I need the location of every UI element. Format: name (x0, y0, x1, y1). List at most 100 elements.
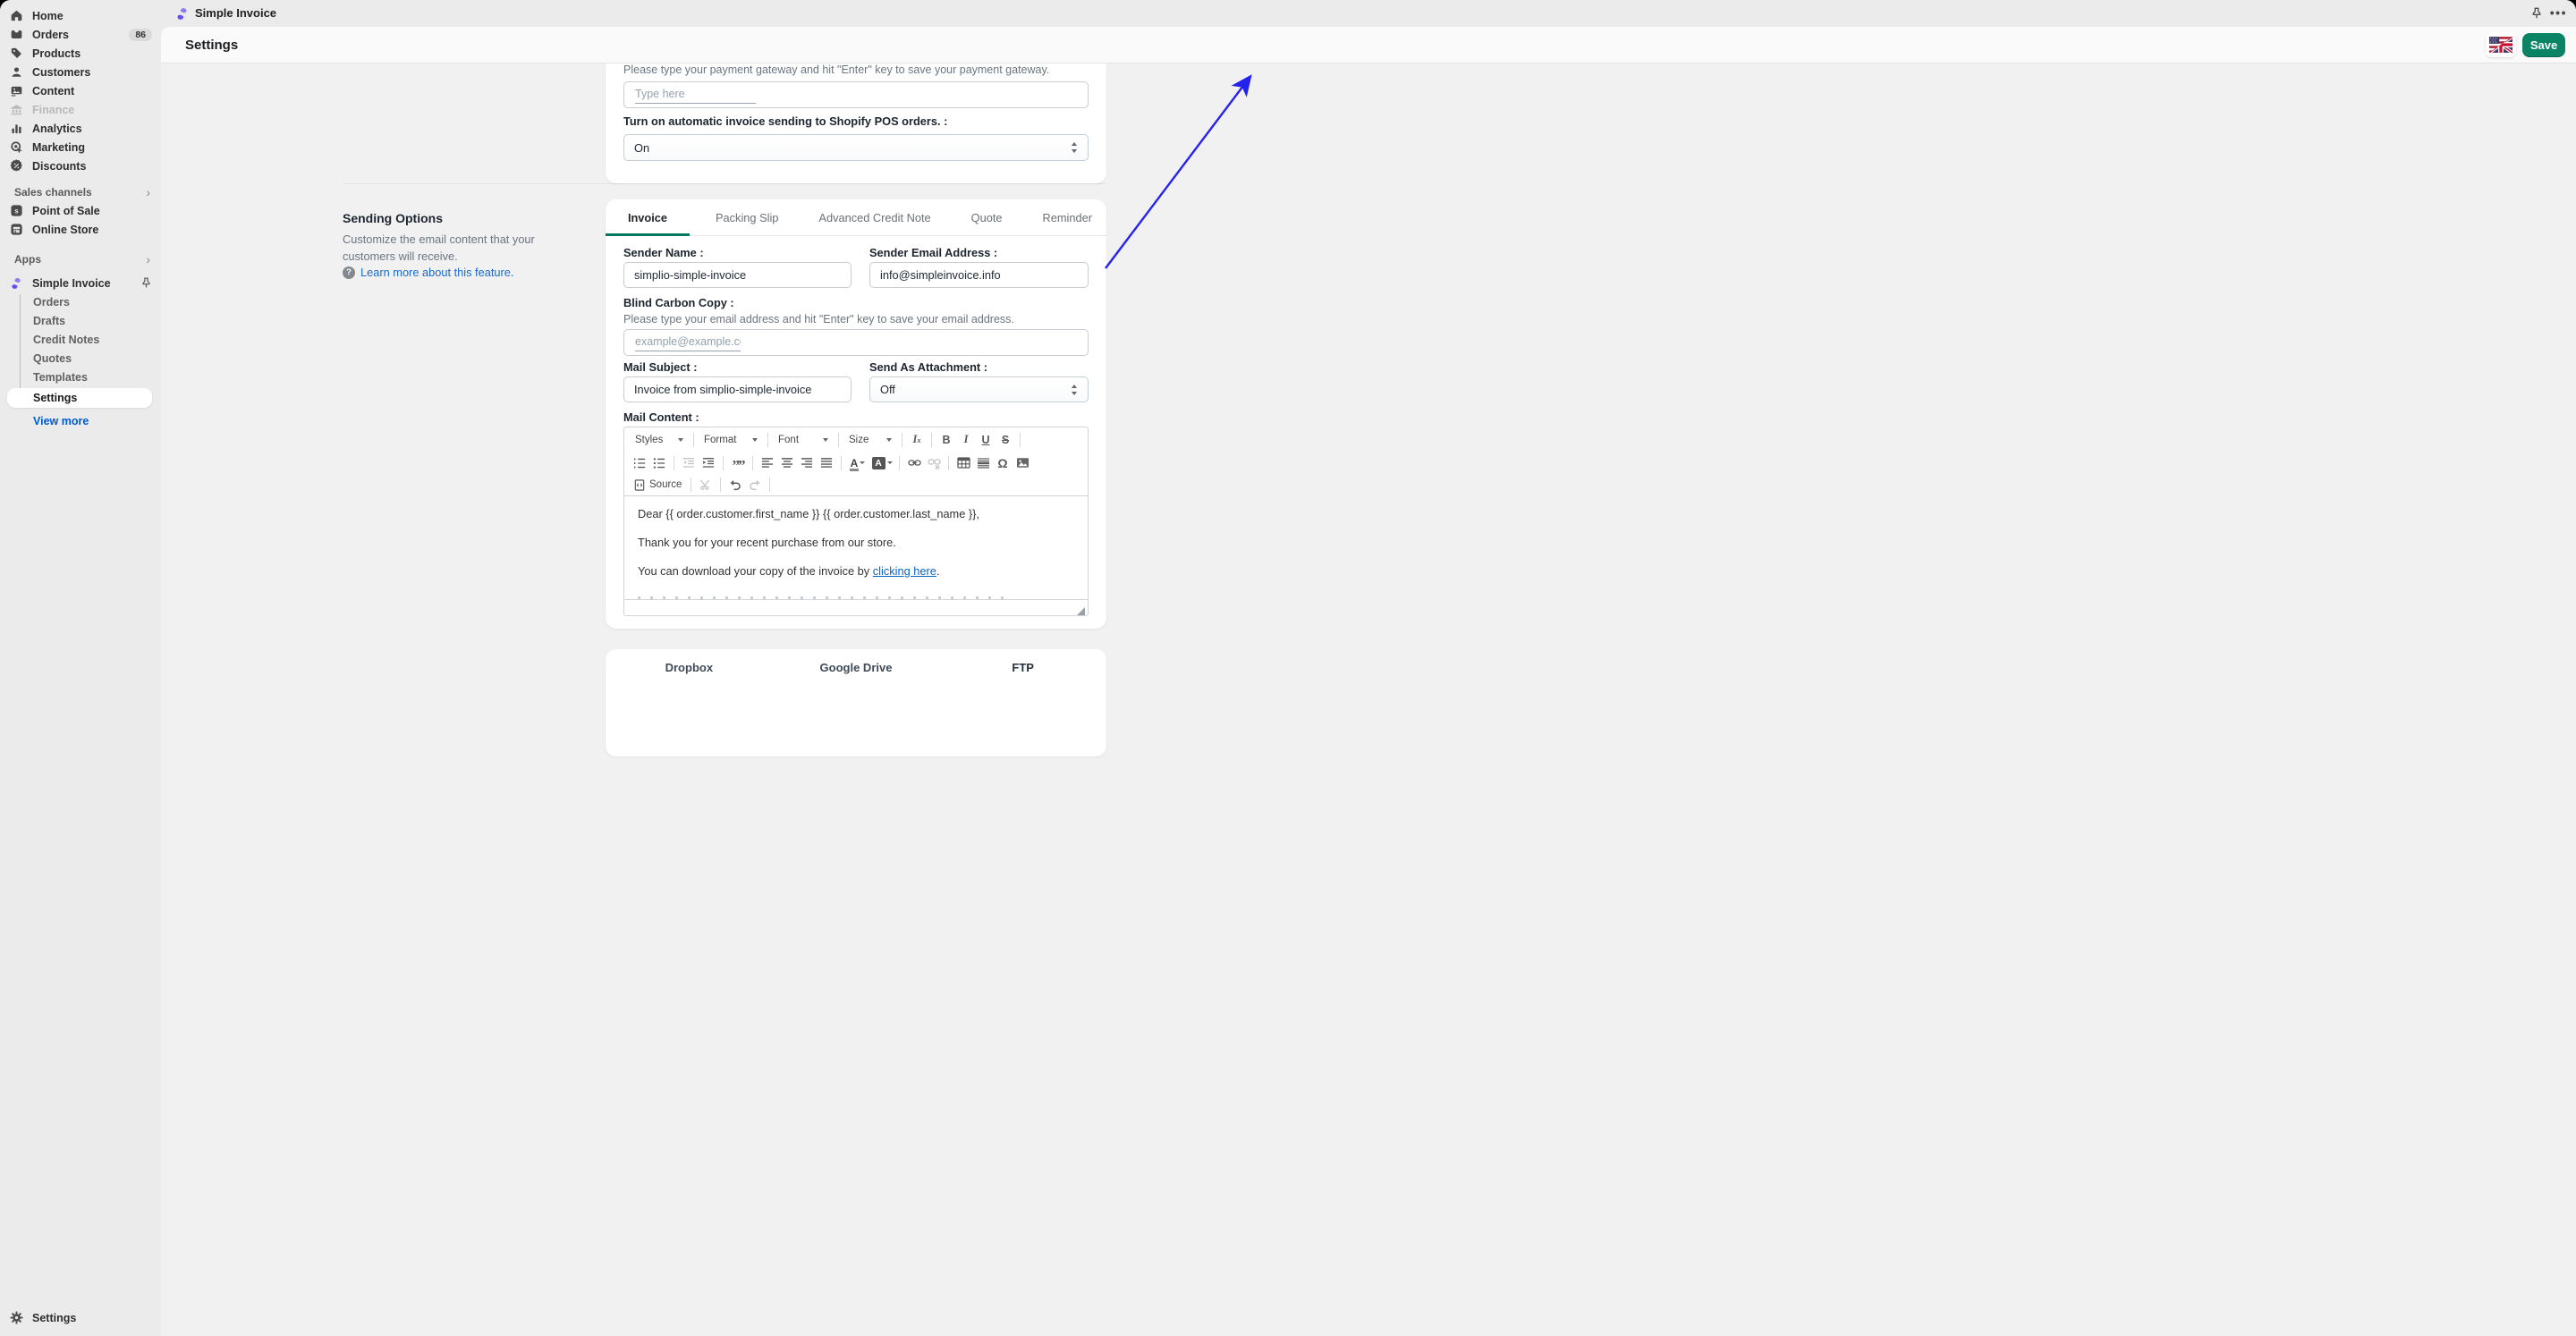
apps-header[interactable]: Apps (0, 249, 161, 268)
gateway-helper-text: Please type your payment gateway and hit… (623, 63, 1050, 76)
text-color-button[interactable]: A (846, 454, 869, 472)
chevron-right-icon (146, 253, 150, 266)
editor-content[interactable]: Dear {{ order.customer.first_name }} {{ … (624, 495, 1088, 599)
sidebar-item-analytics[interactable]: Analytics (0, 119, 161, 138)
sidebar-item-settings-footer[interactable]: Settings (0, 1308, 161, 1327)
caret-down-icon (823, 437, 828, 442)
sidebar-item-products[interactable]: Products (0, 44, 161, 63)
sidebar-item-online-store[interactable]: Online Store (0, 220, 161, 239)
sidebar-item-label: Marketing (32, 140, 86, 154)
sidebar-item-home[interactable]: Home (0, 6, 161, 25)
sidebar-item-orders[interactable]: Orders 86 (0, 25, 161, 44)
source-button[interactable]: Source (630, 476, 686, 494)
clicking-here-link[interactable]: clicking here (872, 564, 936, 578)
bold-button[interactable]: B (942, 433, 951, 446)
special-character-icon[interactable] (993, 454, 1013, 472)
sender-name-input[interactable] (623, 262, 852, 288)
align-center-icon[interactable] (777, 454, 797, 472)
bulleted-list-icon[interactable] (649, 454, 669, 472)
sales-channels-header[interactable]: Sales channels (0, 182, 161, 201)
svg-text:s: s (14, 207, 19, 216)
help-icon (343, 266, 355, 279)
sidebar-item-content[interactable]: Content (0, 81, 161, 100)
sender-name-label: Sender Name : (623, 246, 704, 259)
bcc-input[interactable] (635, 335, 741, 351)
sidebar-item-simple-invoice[interactable]: Simple Invoice (0, 274, 161, 292)
tab-packing-slip[interactable]: Packing Slip (716, 210, 779, 224)
styles-dropdown[interactable]: Styles (630, 431, 689, 449)
redo-icon[interactable] (745, 476, 765, 494)
tab-ftp[interactable]: FTP (1012, 661, 1034, 674)
bcc-label: Blind Carbon Copy : (623, 296, 734, 309)
pushpin-icon[interactable] (2530, 7, 2544, 21)
increase-indent-icon[interactable] (699, 454, 718, 472)
unlink-icon[interactable] (924, 454, 944, 472)
caret-down-icon (752, 437, 758, 442)
resize-handle[interactable] (1077, 607, 1085, 615)
orders-icon (9, 28, 23, 42)
select-stepper-icon (1071, 384, 1079, 396)
sidebar-item-marketing[interactable]: Marketing (0, 138, 161, 156)
payment-gateway-input[interactable] (635, 88, 756, 104)
content-icon (9, 84, 23, 98)
pos-toggle-select[interactable]: On (623, 134, 1089, 161)
sidebar-subitem-orders[interactable]: Orders (33, 295, 70, 309)
background-color-button[interactable]: A (869, 454, 894, 472)
tab-invoice[interactable]: Invoice (606, 199, 690, 236)
sidebar-subitem-settings-selected[interactable]: Settings (7, 388, 152, 408)
tab-advanced-credit-note[interactable]: Advanced Credit Note (818, 210, 931, 224)
undo-icon[interactable] (725, 476, 745, 494)
numbered-list-icon[interactable] (630, 454, 649, 472)
sidebar-item-finance[interactable]: Finance (0, 100, 161, 119)
bcc-field[interactable] (623, 329, 1089, 356)
save-button[interactable]: Save (2522, 33, 2565, 57)
more-options-icon[interactable]: ••• (2549, 5, 2567, 20)
payment-gateway-field[interactable] (623, 81, 1089, 108)
image-icon[interactable] (1013, 454, 1032, 472)
font-dropdown[interactable]: Font (773, 431, 834, 449)
link-icon[interactable] (904, 454, 924, 472)
align-right-icon[interactable] (797, 454, 817, 472)
home-icon (9, 9, 23, 23)
app-tree-line (20, 294, 21, 390)
decrease-indent-icon[interactable] (679, 454, 699, 472)
strikethrough-button[interactable]: S (1001, 433, 1010, 446)
table-icon[interactable] (953, 454, 973, 472)
editor-paragraph: Dear {{ order.customer.first_name }} {{ … (638, 507, 979, 520)
language-selector[interactable] (2486, 32, 2516, 57)
general-settings-card: Please type your payment gateway and hit… (606, 63, 1106, 183)
sender-email-label: Sender Email Address : (869, 246, 998, 259)
simple-invoice-logo-icon (175, 7, 189, 21)
topbar: Simple Invoice ••• (161, 0, 2576, 27)
sidebar-item-discounts[interactable]: Discounts (0, 156, 161, 175)
size-dropdown[interactable]: Size (843, 431, 897, 449)
tab-reminder[interactable]: Reminder (1042, 210, 1092, 224)
format-dropdown[interactable]: Format (699, 431, 763, 449)
sidebar-subitem-drafts[interactable]: Drafts (33, 314, 66, 327)
view-more-link[interactable]: View more (33, 415, 89, 427)
tab-dropbox[interactable]: Dropbox (665, 661, 714, 674)
mail-subject-input[interactable] (623, 376, 852, 402)
sidebar-subitem-templates[interactable]: Templates (33, 370, 88, 384)
gear-icon (9, 1311, 23, 1325)
sender-email-input[interactable] (869, 262, 1089, 288)
attachment-select[interactable]: Off (869, 376, 1089, 402)
tab-google-drive[interactable]: Google Drive (819, 661, 893, 674)
horizontal-rule-icon[interactable] (973, 454, 993, 472)
sidebar-subitem-credit-notes[interactable]: Credit Notes (33, 333, 100, 346)
align-left-icon[interactable] (758, 454, 777, 472)
italic-button[interactable]: I (963, 433, 969, 445)
blockquote-icon[interactable] (728, 454, 748, 472)
underline-button[interactable]: U (981, 433, 990, 446)
tab-quote[interactable]: Quote (970, 210, 1003, 224)
sidebar-item-customers[interactable]: Customers (0, 63, 161, 81)
caret-down-icon (886, 461, 893, 464)
learn-more-link[interactable]: Learn more about this feature. (343, 266, 513, 279)
cut-icon[interactable] (696, 476, 716, 494)
align-justify-icon[interactable] (817, 454, 836, 472)
clipped-text-line (638, 596, 1013, 599)
sidebar-subitem-quotes[interactable]: Quotes (33, 351, 72, 365)
pushpin-icon[interactable] (140, 277, 152, 289)
sidebar-item-point-of-sale[interactable]: s Point of Sale (0, 201, 161, 220)
